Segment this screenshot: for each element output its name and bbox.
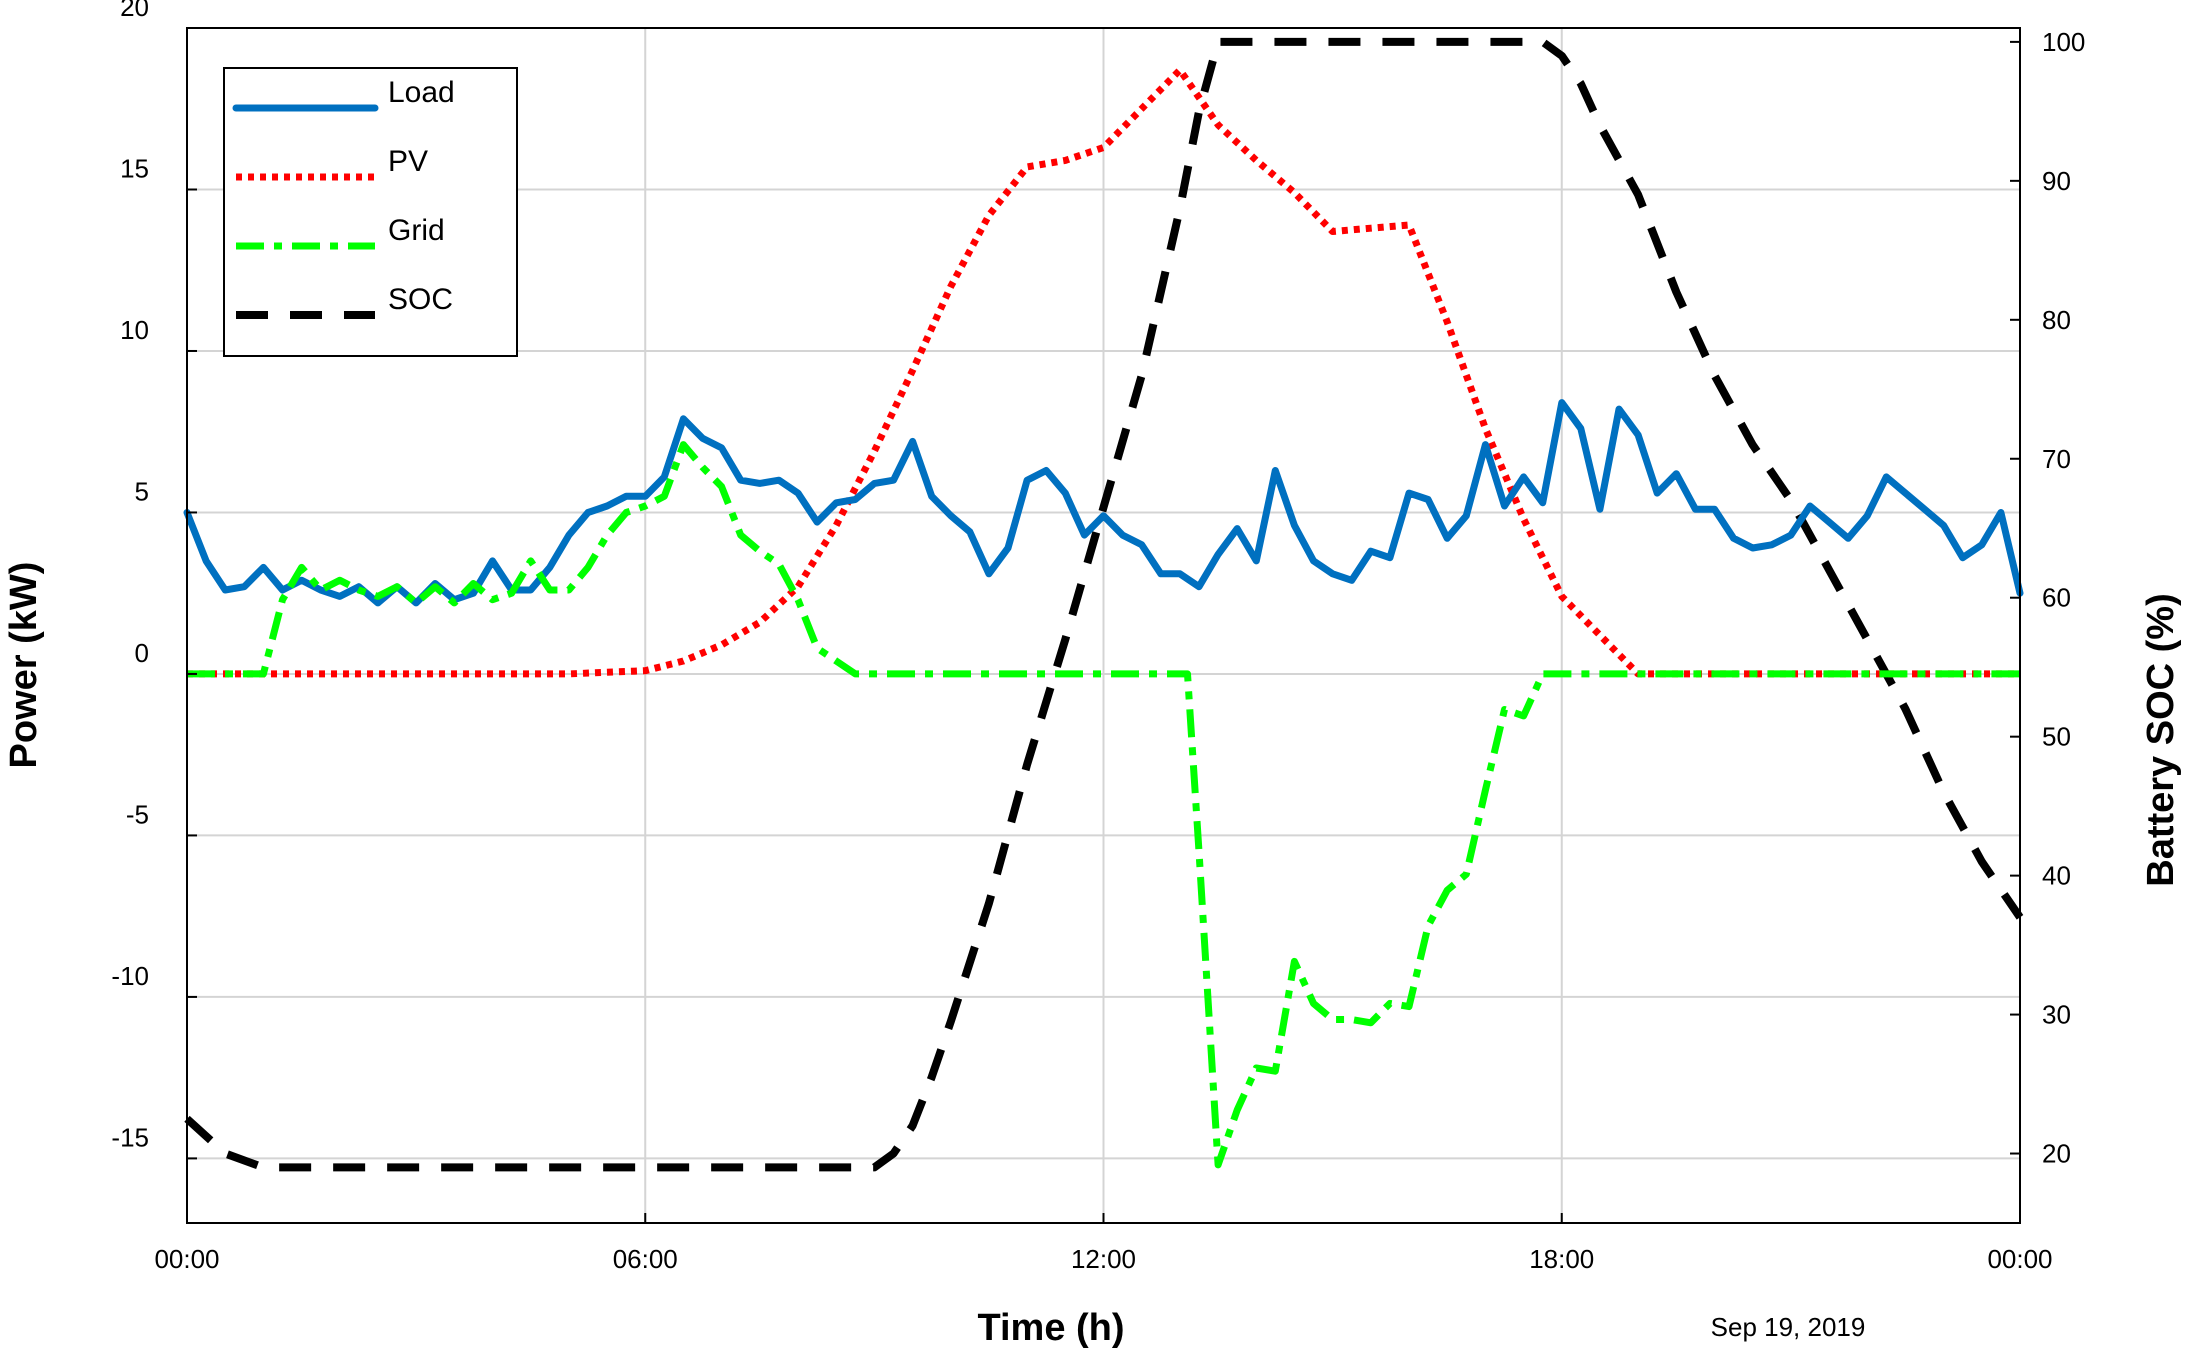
legend-label-load: Load: [388, 76, 455, 109]
left-y-tick-label: -10: [111, 961, 149, 991]
legend-label-grid: Grid: [388, 214, 445, 247]
legend-label-pv: PV: [388, 145, 428, 178]
series-line-load: [183, 399, 2024, 607]
right-y-tick-label: 80: [2042, 305, 2071, 335]
left-y-tick-label: -5: [126, 799, 149, 829]
series-group: [183, 37, 2024, 1172]
left-y-axis-title: Power (kW): [3, 562, 45, 769]
x-tick-label: 00:00: [154, 1244, 219, 1274]
right-y-axis-title: Battery SOC (%): [2140, 593, 2182, 887]
right-y-tick-label: 30: [2042, 1000, 2071, 1030]
axis-ticks: 20151050-5-10-15100908070605040302000:00…: [111, 0, 2085, 1274]
right-y-tick-label: 100: [2042, 27, 2085, 57]
series-line-grid: [187, 441, 2020, 1169]
legend-label-soc: SOC: [388, 283, 453, 316]
left-y-tick-label: 0: [135, 638, 149, 668]
right-y-tick-label: 50: [2042, 722, 2071, 752]
right-y-tick-label: 60: [2042, 583, 2071, 613]
right-y-tick-label: 20: [2042, 1139, 2071, 1169]
legend-box: [223, 67, 518, 357]
right-y-tick-label: 40: [2042, 861, 2071, 891]
date-label: Sep 19, 2019: [1711, 1312, 1866, 1342]
right-y-tick-label: 70: [2042, 444, 2071, 474]
x-tick-label: 00:00: [1987, 1244, 2052, 1274]
x-axis-title: Time (h): [977, 1307, 1124, 1349]
x-tick-label: 18:00: [1529, 1244, 1594, 1274]
x-tick-label: 12:00: [1071, 1244, 1136, 1274]
left-y-tick-label: 5: [135, 476, 149, 506]
x-tick-label: 06:00: [613, 1244, 678, 1274]
right-y-tick-label: 90: [2042, 166, 2071, 196]
left-y-tick-label: 20: [120, 0, 149, 22]
legend: Load PV Grid SOC: [223, 67, 518, 357]
series-line-soc: [184, 37, 2024, 1172]
left-y-tick-label: 10: [120, 315, 149, 345]
left-y-tick-label: 15: [120, 153, 149, 183]
left-y-tick-label: -15: [111, 1122, 149, 1152]
